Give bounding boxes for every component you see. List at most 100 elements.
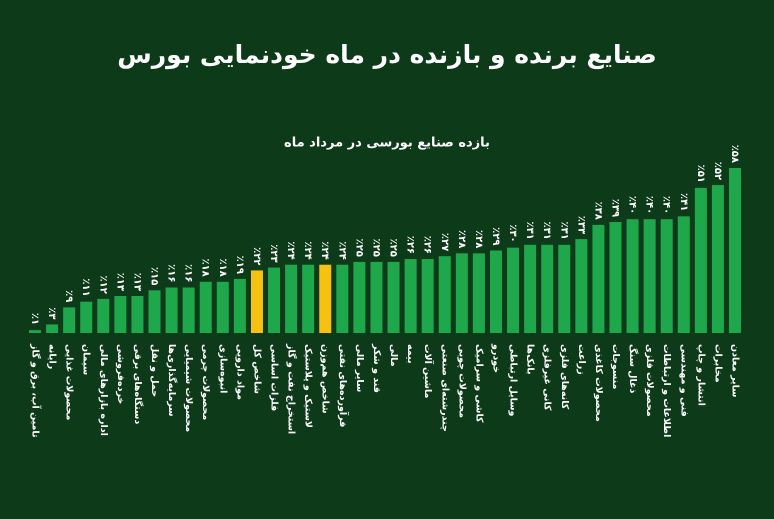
value-label: ٪۱۵ <box>149 267 160 285</box>
x-tick-label: فلزات اساسی <box>269 344 280 411</box>
x-tick-label: زراعت <box>576 344 587 375</box>
bar <box>97 298 110 333</box>
value-label: ٪۵۲ <box>712 162 723 180</box>
x-tick-label: ماشین آلات <box>422 344 435 399</box>
bar <box>285 264 298 333</box>
bar <box>524 244 537 333</box>
x-tick-label: محصولات فلزی <box>644 344 655 417</box>
value-label: ٪۲۹ <box>490 227 501 245</box>
x-tick-label: فرآورده‌های نفتی <box>337 344 350 427</box>
value-label: ٪۱۹ <box>234 256 245 274</box>
bar <box>729 168 741 333</box>
bar <box>336 264 349 333</box>
x-tick-label: انبوه‌سازی <box>217 344 228 393</box>
value-label: ٪۳ <box>46 307 57 319</box>
value-label: ٪۴۰ <box>627 196 638 214</box>
x-tick-label: کانه‌های فلزی <box>559 344 570 410</box>
bar <box>250 270 263 333</box>
bar <box>592 224 605 333</box>
x-tick-label: سرمایه‌گذاری‌ها <box>166 344 178 417</box>
bar <box>575 239 588 333</box>
bar <box>626 219 639 333</box>
value-label: ٪۱۸ <box>217 258 228 276</box>
bar <box>387 261 400 333</box>
value-label: ٪۲۴ <box>336 241 347 259</box>
value-label: ٪۲۸ <box>473 230 484 248</box>
bar <box>46 324 59 333</box>
x-tick-label: بانک‌ها <box>525 344 536 375</box>
value-label: ٪۱۱ <box>80 278 91 296</box>
x-tick-label: خرده‌فروشی <box>115 344 126 404</box>
value-label: ٪۲۴ <box>302 241 313 259</box>
x-tick-label: مخابرات <box>712 344 723 383</box>
bar <box>694 187 707 333</box>
x-tick-label: دستگاه‌های برقی <box>132 344 144 424</box>
x-tick-label: سیمان <box>81 344 92 375</box>
x-tick-label: انتشار و چاپ <box>695 344 706 406</box>
x-tick-label: مواد دارویی <box>234 344 245 400</box>
bar <box>404 259 417 333</box>
value-label: ٪۲۵ <box>353 239 364 257</box>
bar <box>268 267 281 333</box>
bar <box>421 259 434 333</box>
bar <box>711 185 724 333</box>
x-tick-label: شاخص کل <box>251 344 262 394</box>
x-tick-label: بیمه <box>405 344 416 364</box>
value-label: ٪۳۸ <box>592 202 603 220</box>
value-label: ٪۲۴ <box>285 241 296 259</box>
x-tick-label: منسوجات <box>610 344 621 389</box>
value-label: ٪۱۸ <box>200 258 211 276</box>
value-label: ٪۹ <box>63 290 74 302</box>
x-tick-label: تامین آب، برق و گاز <box>30 343 43 438</box>
value-label: ٪۱ <box>29 313 40 325</box>
x-tick-label: اطلاعات و ارتباطات <box>661 344 672 437</box>
value-label: ٪۱۶ <box>166 264 177 282</box>
x-tick-label: لاستیک و پلاستیک <box>303 344 314 428</box>
x-tick-label: مالی <box>388 344 399 367</box>
value-label: ٪۲۲ <box>251 247 262 265</box>
x-tick-label: محصولات کاغذی <box>593 344 604 422</box>
value-label: ٪۱۶ <box>183 264 194 282</box>
bar <box>148 290 161 333</box>
bar <box>660 219 673 333</box>
x-tick-label: استخراج نفت و گاز <box>286 343 298 434</box>
bar <box>319 264 332 333</box>
bar <box>489 250 502 333</box>
bar <box>472 253 485 333</box>
value-label: ٪۲۸ <box>456 230 467 248</box>
value-label: ٪۲۴ <box>319 241 330 259</box>
bar <box>80 301 93 333</box>
bar <box>216 281 229 333</box>
value-label: ٪۴۰ <box>644 196 655 214</box>
bar <box>182 287 195 333</box>
bar <box>541 244 554 333</box>
value-label: ٪۳۱ <box>558 221 569 239</box>
value-label: ٪۳۱ <box>541 221 552 239</box>
x-tick-label: شاخص هم‌وزن <box>320 344 331 414</box>
value-label: ٪۴۰ <box>661 196 672 214</box>
x-tick-label: سایر معادن <box>730 344 741 398</box>
bar <box>455 253 468 333</box>
x-tick-label: رایانه <box>47 344 58 369</box>
x-tick-label: محصولات شیمیایی <box>183 344 194 432</box>
value-label: ٪۱۲ <box>97 276 108 294</box>
x-tick-label: محصولات چرمی <box>200 344 211 420</box>
value-label: ٪۲۶ <box>405 236 416 254</box>
x-tick-label: محصولات چوبی <box>456 344 467 418</box>
x-tick-label: فنی و مهندسی <box>678 344 689 417</box>
x-tick-label: محصولات غذایی <box>64 344 75 421</box>
bar <box>114 296 127 333</box>
x-tick-label: چندرشته‌ای صنعتی <box>439 344 450 432</box>
value-label: ٪۳۱ <box>524 221 535 239</box>
bar <box>370 261 383 333</box>
bar <box>131 296 144 333</box>
value-label: ٪۵۸ <box>729 145 740 163</box>
bar <box>507 247 520 333</box>
value-label: ٪۵۱ <box>695 165 706 183</box>
value-label: ٪۳۹ <box>609 199 620 217</box>
x-tick-label: کانی غیرفلزی <box>542 344 553 411</box>
value-label: ٪۲۷ <box>439 233 450 251</box>
x-tick-label: حمل و نقل <box>149 344 160 397</box>
x-tick-label: کاشی و سرامیک <box>473 344 484 423</box>
x-tick-label: ذغال سنگ <box>627 344 639 394</box>
